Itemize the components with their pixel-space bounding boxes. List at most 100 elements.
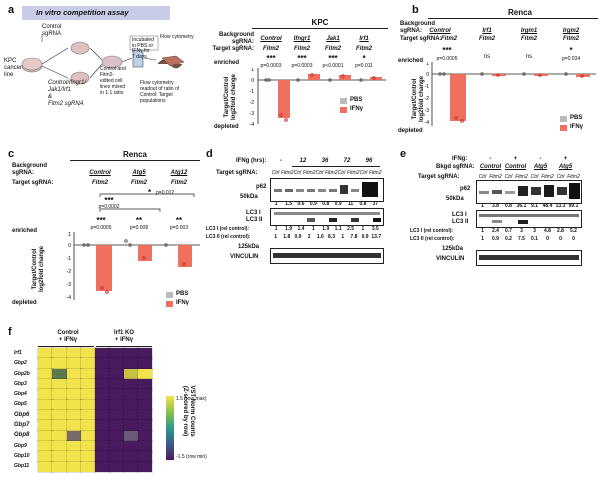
wb-e-lc3ii-val: 0.1 <box>531 236 538 242</box>
heatmap-cell <box>51 378 68 391</box>
svg-text:-1: -1 <box>67 256 72 262</box>
wb-d-lc3i-label: LC3 I (rel control): <box>206 226 250 232</box>
wb-e-p62-blot <box>476 180 582 204</box>
renca-c-title: Renca <box>122 150 147 159</box>
flow-readout-label: Flow cytometry readout of ratio of Contr… <box>140 80 180 104</box>
wb-e-lc3ii-val: 0 <box>559 236 562 242</box>
wb-e-ifng-2: - <box>539 156 542 162</box>
wb-d-lc3ii-val: 0.9 <box>361 234 369 240</box>
heatmap-cell <box>37 409 54 422</box>
heatmap-cell <box>37 357 54 370</box>
renca-b-bg-1: Irf1 <box>482 28 492 34</box>
kpc-legend-pbs-swatch <box>340 98 347 104</box>
heatmap-cell <box>136 419 154 432</box>
wb-d-lc3i-val: 3.5 <box>371 226 379 232</box>
renca-b-title: Renca <box>507 8 532 17</box>
gene-label: Gbp10 <box>14 452 30 459</box>
wb-e-p62-val: 9.1 <box>531 203 538 209</box>
renca-b-target-1: Fitm2 <box>478 36 495 42</box>
wb-e-bkgd-1: Control <box>504 164 527 170</box>
wb-d-lc3i-val: 1.4 <box>297 226 305 232</box>
wb-e-lc3i-val: 0.7 <box>505 228 512 234</box>
heatmap-cell <box>94 398 111 412</box>
renca-b-legend-pbs-swatch <box>560 116 567 122</box>
heatmap-cell <box>79 378 97 391</box>
heatmap-cell <box>37 460 54 474</box>
heatmap-cell <box>136 409 154 422</box>
gene-label: Gbp7 <box>14 422 30 429</box>
heatmap-cell <box>79 419 97 432</box>
wb-d-p62-blot <box>270 178 384 202</box>
wb-d-lane: Fitm2 <box>325 170 338 176</box>
panel-label-c: c <box>8 148 15 160</box>
wb-d-lane: Ctrl <box>293 170 302 176</box>
wb-d-p62-val: 0.9 <box>309 201 317 207</box>
wb-d-lc3-label: LC3 I LC3 II <box>246 210 263 223</box>
gene-label: Gbp3 <box>14 380 27 387</box>
wb-d-lane: Ctrl <box>315 170 324 176</box>
wb-e-lc3i-vals: 1 2.4 0.7 3 3 4.8 2.8 5.2 <box>476 228 580 234</box>
heatmap-cell <box>94 357 111 370</box>
wb-e-lc3ii-vals: 1 0.9 0.2 7.5 0.1 0 0 0 <box>476 236 580 242</box>
heatmap-cell <box>79 398 97 412</box>
heatmap-cell <box>136 450 154 463</box>
svg-text:-4: -4 <box>425 120 430 126</box>
wb-d-vinculin-blot <box>270 248 384 264</box>
gene-label: Gbp4 <box>14 391 27 398</box>
renca-b-target-3: Fitm2 <box>562 36 579 42</box>
kpc-stars-1: *** <box>297 54 307 63</box>
gene-label: Gbp2 <box>14 360 27 367</box>
wb-e-lc3i-val: 2.4 <box>492 228 499 234</box>
heatmap-cell <box>94 429 111 443</box>
svg-text:0: 0 <box>426 72 429 78</box>
wb-e-lane: Fitm2 <box>489 174 502 180</box>
heatmap-cell <box>79 347 97 360</box>
heatmap-cell <box>51 388 68 401</box>
wb-d-lanes: Ctrl Fitm2 Ctrl Fitm2 Ctrl Fitm2 Ctrl Fi… <box>270 170 382 176</box>
wb-d-lane: Fitm2 <box>369 170 382 176</box>
kpc-stars-3: * <box>362 54 366 63</box>
wb-e-lane: Ctrl <box>478 174 487 180</box>
heatmap-cell <box>108 357 125 370</box>
wb-e-lc3i-val: 1 <box>481 228 484 234</box>
wb-e-bkgd-0: Control <box>479 164 502 170</box>
wb-d-time-label: IFNg (hrs): <box>236 158 267 164</box>
renca-c-bracket1-p: p=0.0002 <box>98 204 120 210</box>
wb-e-lane: Fitm2 <box>515 174 528 180</box>
wb-d-lc3ii-val: 1 <box>341 234 345 240</box>
renca-b-p-3: p=0.034 <box>561 56 581 62</box>
heatmap-cell <box>108 367 125 381</box>
heatmap-cell <box>65 378 83 391</box>
heatmap-cell <box>65 440 83 453</box>
panel-label-e: e <box>400 148 407 160</box>
kpc-stars-2: *** <box>328 54 338 63</box>
heatmap-gene-labels: Irf1 Gbp2 Gbp2b Gbp3 Gbp4 Gbp5 Gbp6 Gbp7… <box>14 348 36 472</box>
kpc-depleted: depleted <box>214 124 239 130</box>
svg-text:-2: -2 <box>425 96 430 102</box>
heatmap-cell <box>79 388 97 401</box>
heatmap-cell <box>122 460 140 474</box>
wb-d-p62-val: 1.5 <box>285 201 293 207</box>
renca-c-target-0: Fitm2 <box>91 180 108 186</box>
renca-c-bg-2: Atg12 <box>170 170 188 176</box>
wb-e-p62-val: 36.1 <box>516 203 527 209</box>
wb-d-p62-val: 11 <box>347 201 354 207</box>
wb-e-lc3ii-val: 1 <box>481 236 484 242</box>
wb-d-lc3ii-val: 1.8 <box>283 234 291 240</box>
svg-text:-3: -3 <box>425 108 430 114</box>
wb-d-lc3i-vals: 1 1.9 1.4 1 1.9 1.1 2.5 1 3.5 <box>270 226 382 232</box>
wb-e-p62-val: 99.1 <box>568 203 579 209</box>
gene-label: Gbp8 <box>14 432 30 439</box>
heatmap-cell <box>122 419 140 432</box>
heatmap-cell <box>94 409 111 422</box>
heatmap-cell <box>136 378 154 391</box>
wb-e-lc3-label: LC3 I LC3 II <box>452 212 469 225</box>
wb-d-lc3i-val: 1 <box>361 226 365 232</box>
flow-icon-label: Flow cytometry <box>160 34 194 40</box>
colorbar-max-label: 1.5 (row max) <box>176 396 207 402</box>
kpc-target-label: Target sgRNA: <box>212 46 254 52</box>
heatmap-cell <box>122 398 140 412</box>
heatmap-cell <box>51 347 68 360</box>
wb-d-lc3ii-val: 8.3 <box>328 234 335 240</box>
wb-d-lc3i-val: 1 <box>274 226 278 232</box>
